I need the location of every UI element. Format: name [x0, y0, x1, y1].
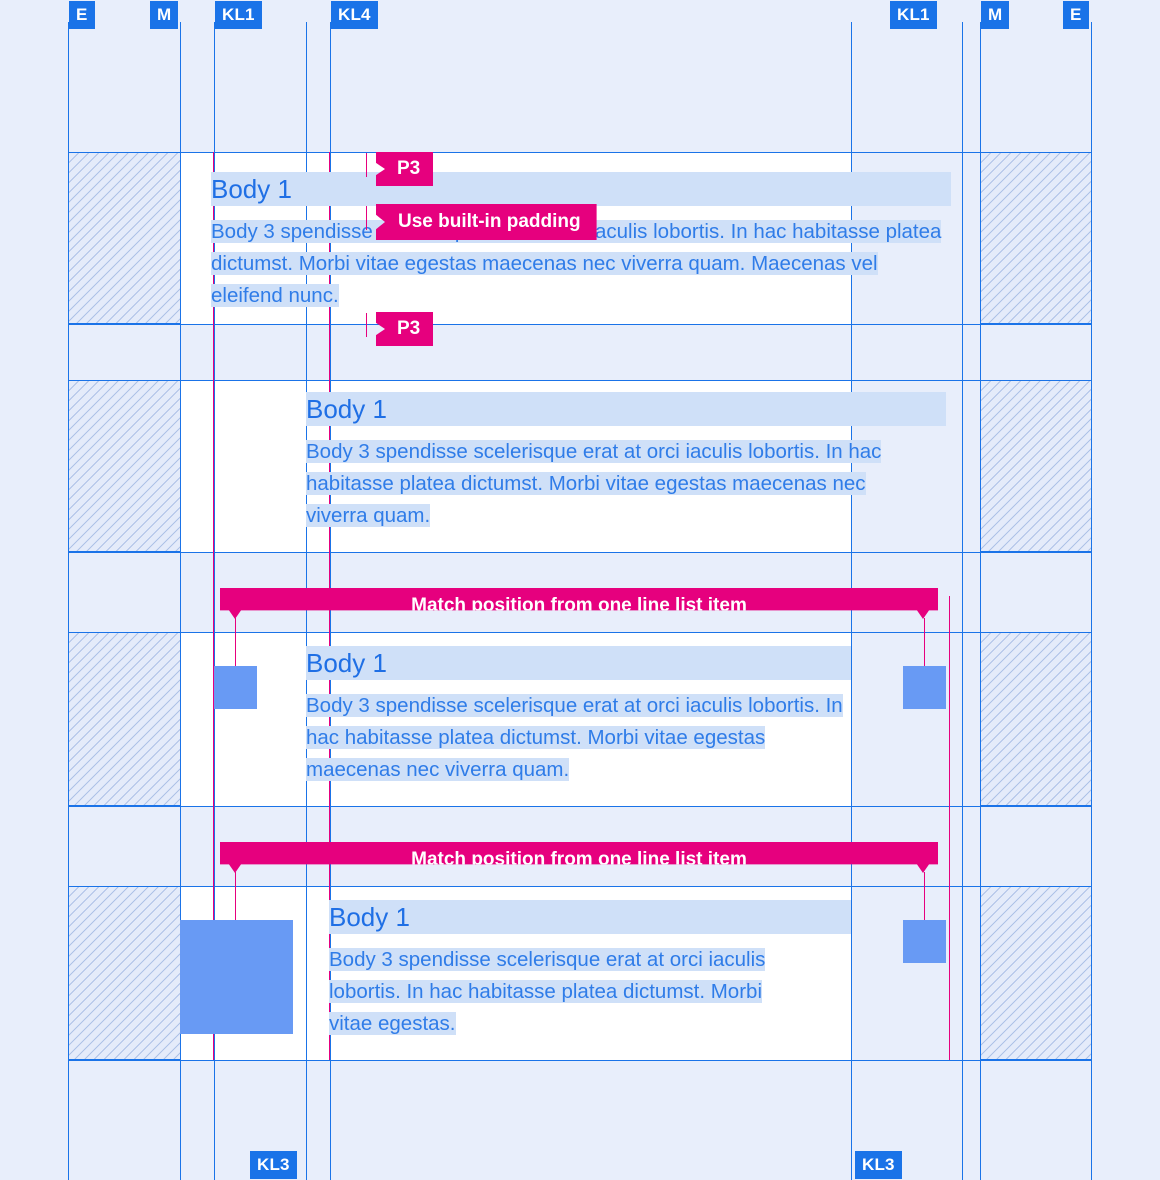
annotation-use-padding: Use built-in padding: [376, 204, 597, 240]
annotation-match-position-2: Match position from one line list item: [220, 842, 938, 873]
measure-line-keyline1-right: [949, 596, 950, 1060]
list-row-3-content: Body 1 Body 3 spendisse scelerisque erat…: [306, 646, 866, 786]
label-margin-left: M: [150, 1, 179, 29]
row-4-body-wrap: Body 3 spendisse scelerisque erat at orc…: [329, 944, 799, 1040]
margin-hatch-right-row3: [980, 632, 1092, 806]
annotation-match-position-1-label: Match position from one line list item: [411, 595, 747, 616]
list-row-1-content: Body 1 Body 3 spendisse scelerisque erat…: [211, 172, 951, 312]
avatar-swatch-large-right: [903, 920, 946, 963]
margin-hatch-right-row1: [980, 152, 1092, 324]
measure-tick-padding: [366, 206, 367, 230]
row-3-title: Body 1: [306, 648, 387, 678]
margin-hatch-left-row4: [68, 886, 180, 1060]
row-separator-3-bottom: [68, 806, 1092, 807]
label-keyline1-right: KL1: [890, 1, 937, 29]
label-keyline3-left: KL3: [250, 1151, 297, 1179]
guide-keyline1-left: [214, 22, 215, 1180]
leader-line-avatar-small-left: [235, 618, 236, 666]
margin-hatch-left-row3: [68, 632, 180, 806]
row-3-title-highlight: Body 1: [306, 646, 851, 680]
row-2-body: Body 3 spendisse scelerisque erat at orc…: [306, 440, 882, 527]
avatar-swatch-small-right: [903, 666, 946, 709]
label-edge-right: E: [1063, 1, 1089, 29]
guide-edge-right: [1091, 22, 1092, 1180]
label-keyline3-right: KL3: [855, 1151, 902, 1179]
measure-tick-p3-bottom: [366, 313, 367, 337]
annotation-match-position-1: Match position from one line list item: [220, 588, 938, 619]
row-4-title: Body 1: [329, 902, 410, 932]
margin-hatch-right-row4: [980, 886, 1092, 1060]
leader-line-avatar-large-left: [235, 872, 236, 920]
guide-keyline3-right: [962, 22, 963, 1180]
annotation-match-position-2-label: Match position from one line list item: [411, 849, 747, 870]
row-1-title-highlight: Body 1: [211, 172, 951, 206]
guide-margin-right: [980, 22, 981, 1180]
leader-line-avatar-small-right: [924, 618, 925, 666]
measure-line-keyline1-left: [213, 152, 214, 1060]
row-separator-1-top: [68, 152, 1092, 153]
row-3-body-wrap: Body 3 spendisse scelerisque erat at orc…: [306, 690, 854, 786]
row-separator-3-top: [68, 632, 1092, 633]
avatar-swatch-large-left: [180, 920, 293, 1034]
row-4-body: Body 3 spendisse scelerisque erat at orc…: [329, 948, 766, 1035]
margin-hatch-left-row1: [68, 152, 180, 324]
guide-edge-left: [68, 22, 69, 1180]
label-margin-right: M: [981, 1, 1010, 29]
row-separator-4-bottom: [68, 1060, 1092, 1061]
margin-hatch-left-row2: [68, 380, 180, 552]
measure-tick-p3-top: [366, 153, 367, 177]
row-2-title-highlight: Body 1: [306, 392, 946, 426]
guide-margin-left: [180, 22, 181, 1180]
row-2-title: Body 1: [306, 394, 387, 424]
row-separator-4-top: [68, 886, 1092, 887]
row-1-title: Body 1: [211, 174, 292, 204]
margin-hatch-right-row2: [980, 380, 1092, 552]
list-row-4-content: Body 1 Body 3 spendisse scelerisque erat…: [329, 900, 859, 1040]
label-keyline4: KL4: [331, 1, 378, 29]
label-edge-left: E: [69, 1, 95, 29]
leader-line-avatar-large-right: [924, 872, 925, 920]
row-2-body-wrap: Body 3 spendisse scelerisque erat at orc…: [306, 436, 926, 532]
row-4-title-highlight: Body 1: [329, 900, 851, 934]
label-keyline1-left: KL1: [215, 1, 262, 29]
row-separator-2-top: [68, 380, 1092, 381]
avatar-swatch-small-left: [214, 666, 257, 709]
row-separator-2-bottom: [68, 552, 1092, 553]
annotation-p3-top: P3: [376, 152, 434, 186]
annotation-p3-bottom: P3: [376, 312, 434, 346]
row-3-body: Body 3 spendisse scelerisque erat at orc…: [306, 694, 843, 781]
list-row-2-content: Body 1 Body 3 spendisse scelerisque erat…: [306, 392, 946, 532]
row-separator-1-bottom: [68, 324, 1092, 325]
